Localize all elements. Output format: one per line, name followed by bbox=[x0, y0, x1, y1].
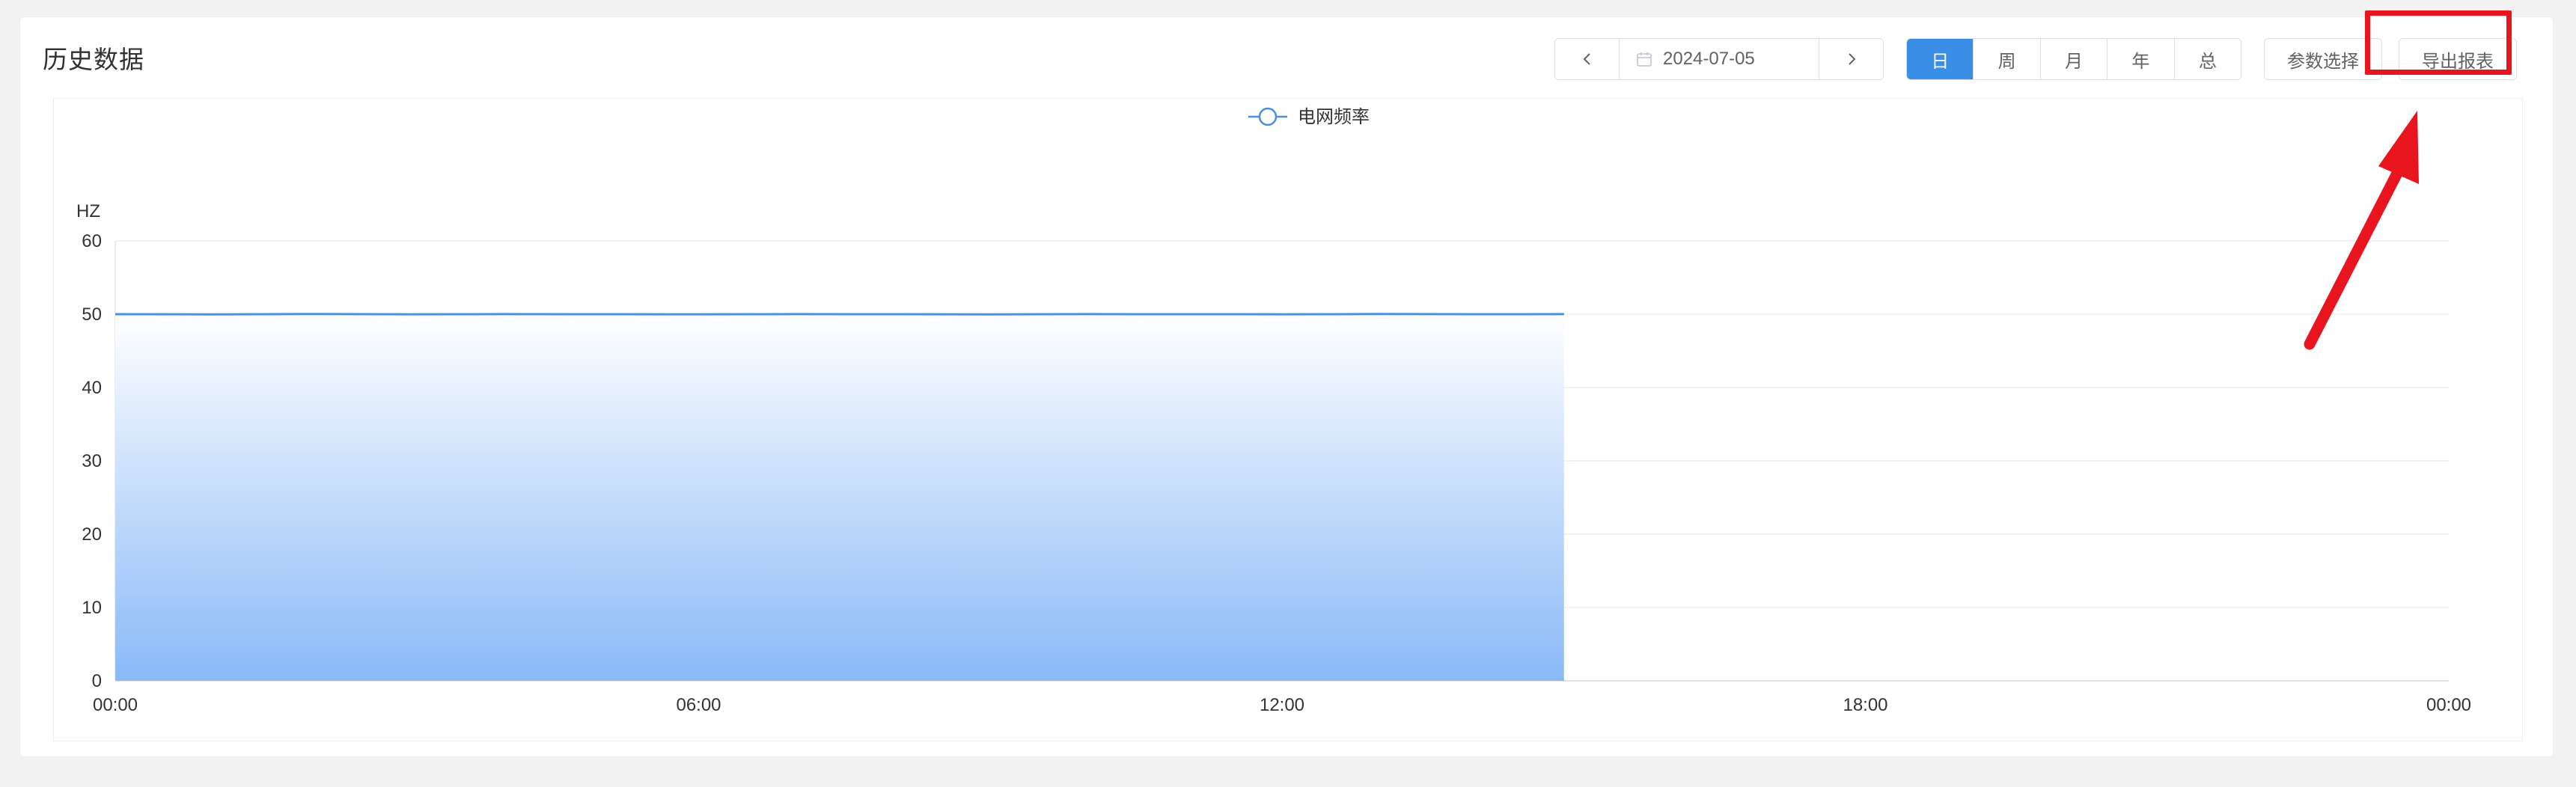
legend-marker bbox=[1258, 107, 1278, 126]
x-tick-label: 00:00 bbox=[2426, 695, 2471, 715]
x-tick-label: 12:00 bbox=[1260, 695, 1304, 715]
tab-year[interactable]: 年 bbox=[2108, 39, 2175, 79]
period-tabs: 日 周 月 年 总 bbox=[1906, 38, 2241, 80]
tab-month[interactable]: 月 bbox=[2040, 39, 2108, 79]
y-axis-label: HZ bbox=[76, 201, 100, 221]
x-tick-label: 00:00 bbox=[93, 695, 138, 715]
tab-day[interactable]: 日 bbox=[1907, 39, 1974, 79]
date-input[interactable]: 2024-07-05 bbox=[1620, 39, 1819, 79]
history-card: 历史数据 2024-07-05 日 周 bbox=[19, 16, 2554, 757]
y-tick-label: 20 bbox=[82, 524, 102, 545]
y-tick-label: 30 bbox=[82, 451, 102, 471]
date-picker-group: 2024-07-05 bbox=[1554, 38, 1884, 80]
x-tick-label: 06:00 bbox=[676, 695, 721, 715]
legend-label: 电网频率 bbox=[1298, 107, 1370, 127]
frequency-chart: 0 10 20 30 40 50 60 HZ 00:00 06:00 12:00 18:00 00:00… bbox=[76, 107, 2471, 715]
y-tick-label: 0 bbox=[92, 671, 102, 691]
y-tick-label: 40 bbox=[82, 378, 102, 398]
chart-panel: 0 10 20 30 40 50 60 HZ 00:00 06:00 12:00 18:00 00:00… bbox=[53, 98, 2523, 741]
prev-date-button[interactable] bbox=[1555, 39, 1620, 79]
y-tick-label: 10 bbox=[82, 598, 102, 618]
series-area bbox=[115, 313, 1564, 681]
x-tick-label: 18:00 bbox=[1843, 695, 1887, 715]
chevron-right-icon bbox=[1848, 53, 1855, 65]
y-tick-label: 60 bbox=[82, 231, 102, 251]
tab-week[interactable]: 周 bbox=[1974, 39, 2041, 79]
params-select-button[interactable]: 参数选择 bbox=[2264, 38, 2382, 80]
export-report-button[interactable]: 导出报表 bbox=[2399, 38, 2517, 80]
y-tick-label: 50 bbox=[82, 304, 102, 325]
tab-total[interactable]: 总 bbox=[2174, 39, 2241, 79]
chevron-left-icon bbox=[1583, 53, 1590, 65]
calendar-icon bbox=[1636, 51, 1652, 67]
date-value: 2024-07-05 bbox=[1663, 49, 1755, 69]
next-date-button[interactable] bbox=[1819, 39, 1883, 79]
page-title: 历史数据 bbox=[43, 46, 144, 73]
